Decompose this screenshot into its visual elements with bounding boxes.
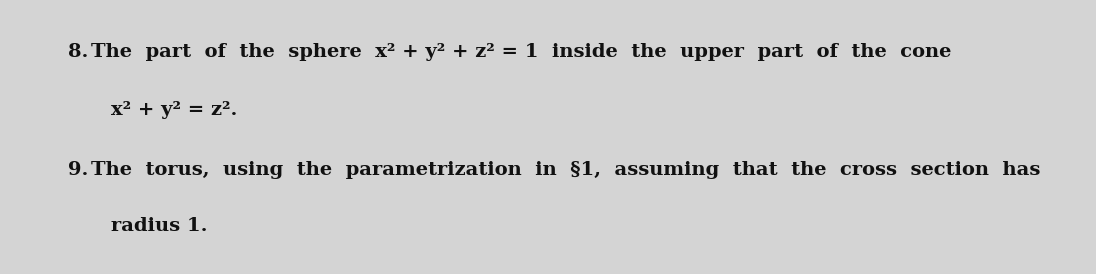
Text: The  torus,  using  the  parametrization  in  §1,  assuming  that  the  cross  s: The torus, using the parametrization in … (91, 161, 1040, 179)
Text: 8.: 8. (68, 43, 89, 61)
Text: 9.: 9. (68, 161, 89, 179)
Text: radius 1.: radius 1. (111, 217, 207, 235)
Text: The  part  of  the  sphere  x² + y² + z² = 1  inside  the  upper  part  of  the : The part of the sphere x² + y² + z² = 1 … (91, 43, 951, 61)
Text: x² + y² = z².: x² + y² = z². (111, 101, 237, 119)
